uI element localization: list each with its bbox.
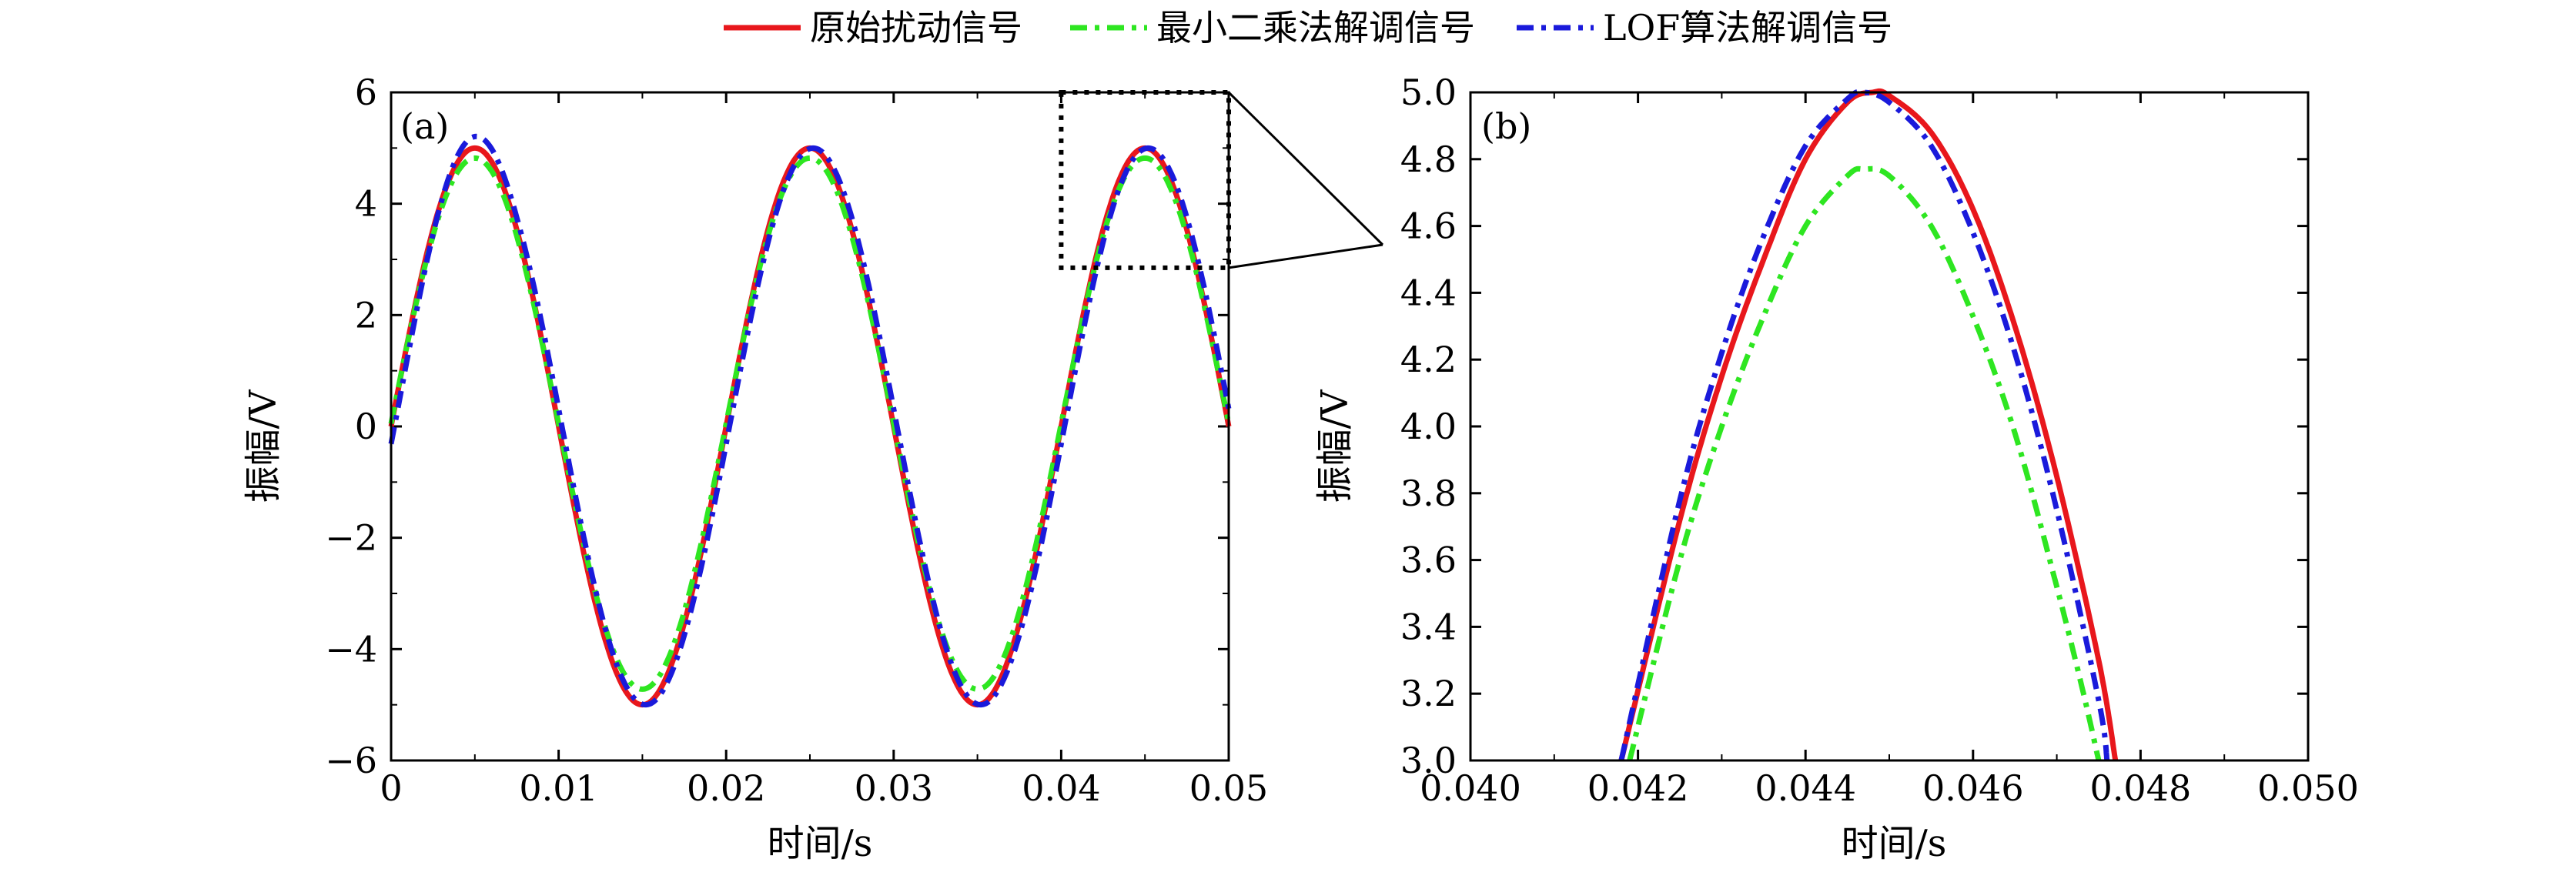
- panel-b-xtick-label: 0.044: [1755, 767, 1856, 809]
- panel-b-frame: [1469, 91, 2310, 762]
- panel-a-ytick-label: 2: [355, 294, 377, 336]
- panel-a-frame: [390, 91, 1230, 762]
- panel-a-series-lof: [388, 133, 1232, 708]
- panel-a-ytick-label: −2: [325, 517, 377, 559]
- panel-a-xtick-label: 0.05: [1189, 767, 1268, 809]
- legend: 原始扰动信号 最小二乘法解调信号 LOF算法解调信号: [724, 7, 1892, 48]
- legend-label-least-squares: 最小二乘法解调信号: [1156, 7, 1475, 48]
- panel-b-ytick-label: 4.0: [1400, 406, 1457, 447]
- panel-b-xtick-label: 0.050: [2257, 767, 2359, 809]
- panel-b-ytick-label: 3.6: [1400, 540, 1457, 581]
- panel-b-xtick-label: 0.040: [1420, 767, 1521, 809]
- panel-a-ytick-label: 4: [355, 183, 377, 225]
- panel-b-ytick-label: 4.4: [1400, 272, 1457, 313]
- panel-b-ytick-label: 5.0: [1400, 72, 1457, 113]
- panel-a-ytick-label: −4: [325, 628, 377, 670]
- panel-b-label: (b): [1481, 105, 1531, 147]
- panel-b-ylabel: 振幅/V: [1313, 389, 1357, 503]
- panel-b-series-least-squares: [1627, 165, 2102, 761]
- panel-a-xtick-label: 0.04: [1022, 767, 1100, 809]
- panel-a-xlabel: 时间/s: [768, 822, 873, 865]
- panel-b-ytick-label: 3.4: [1400, 606, 1457, 647]
- panel-a-xtick-label: 0.03: [855, 767, 933, 809]
- panel-a-series-least-squares: [388, 155, 1232, 692]
- panel-b-xtick-label: 0.042: [1587, 767, 1689, 809]
- panel-b-ytick-label: 4.6: [1400, 206, 1457, 247]
- panel-b-ytick-label: 4.8: [1400, 139, 1457, 180]
- legend-label-lof: LOF算法解调信号: [1603, 7, 1892, 48]
- panel-a-ytick-label: 0: [355, 406, 377, 447]
- panel-a-xtick-label: 0.02: [687, 767, 765, 809]
- panel-b-xtick-label: 0.046: [1922, 767, 2024, 809]
- zoom-connector-top: [1227, 91, 1384, 246]
- panel-b-series-original: [1618, 88, 2119, 761]
- panel-b-ytick-label: 3.0: [1400, 740, 1457, 781]
- panel-a-xtick-label: 0.01: [519, 767, 597, 809]
- zoom-box: [1059, 90, 1232, 270]
- panel-b: 振幅/V 时间/s 0.040 0.042 0.044 0.046 0.048 0.050…: [1313, 72, 2359, 865]
- panel-b-xlabel: 时间/s: [1842, 822, 1947, 865]
- legend-label-original: 原始扰动信号: [810, 7, 1022, 48]
- panel-b-ytick-label: 3.2: [1400, 673, 1457, 714]
- panel-a-ytick-label: −6: [325, 740, 377, 781]
- panel-a: 振幅/V 时间/s 0 0.01 0.02 0.03 0.04 0.05 −6 −4 −2 0 2 4…: [242, 72, 1384, 865]
- panel-b-xtick-label: 0.048: [2090, 767, 2192, 809]
- panel-a-xtick-label: 0: [380, 767, 402, 809]
- zoom-connector-bottom: [1228, 243, 1383, 269]
- panel-b-ytick-label: 3.8: [1400, 473, 1457, 514]
- panel-b-ytick-label: 4.2: [1400, 339, 1457, 380]
- panel-a-ylabel: 振幅/V: [242, 389, 285, 503]
- panel-b-series-lof: [1618, 89, 2110, 762]
- panel-a-label: (a): [400, 105, 449, 147]
- panel-a-ytick-label: 6: [355, 72, 377, 113]
